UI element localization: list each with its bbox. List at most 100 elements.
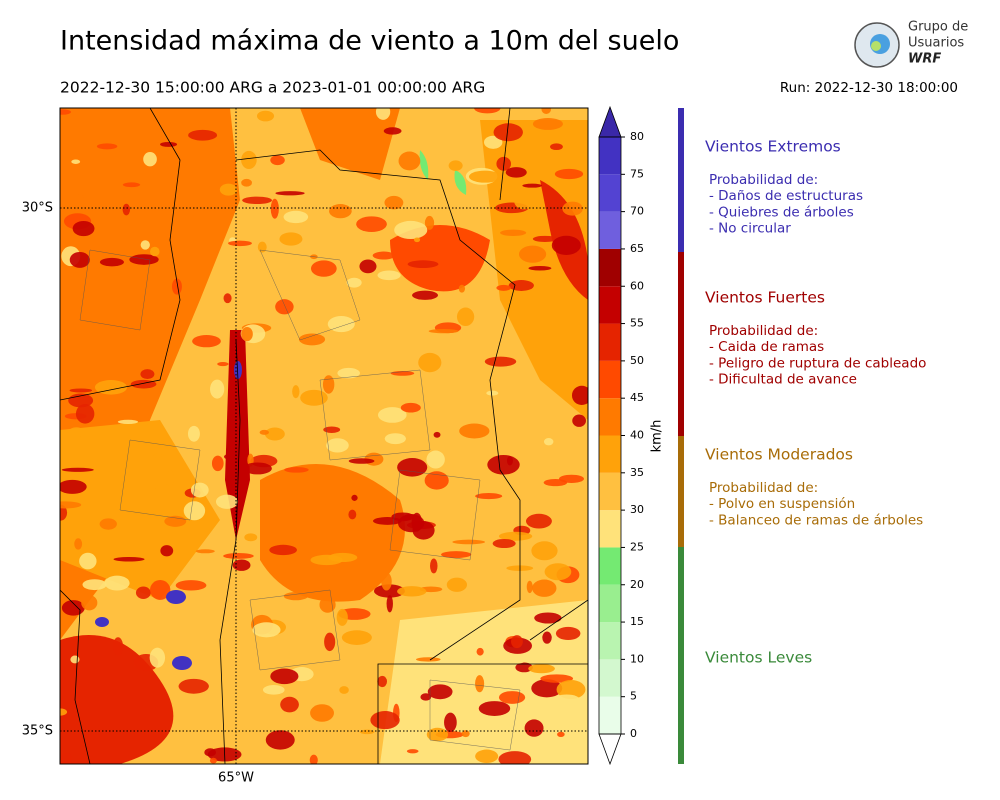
speckle-blob: [70, 655, 80, 664]
speckle-blob: [122, 182, 141, 188]
speckle-blob: [75, 404, 95, 424]
speckle-blob: [475, 493, 503, 500]
speckle-blob: [60, 708, 68, 716]
speckle-blob: [264, 427, 285, 441]
speckle-blob: [534, 612, 562, 624]
speckle-blob: [487, 454, 520, 475]
speckle-blob: [446, 577, 468, 592]
speckle-blob: [341, 630, 372, 645]
speckle-blob: [74, 538, 83, 550]
speckle-blob: [262, 685, 285, 695]
speckle-blob: [327, 315, 355, 333]
speckle-blob: [418, 352, 442, 373]
colorbar-tick-label: 55: [630, 317, 644, 330]
speckle-blob: [292, 385, 300, 399]
colorbar-tick-label: 35: [630, 466, 644, 479]
speckle-blob: [346, 277, 362, 288]
speckle-blob: [381, 572, 392, 591]
speckle-blob: [69, 388, 93, 393]
speckle-blob: [475, 749, 499, 764]
speckle-blob: [528, 663, 555, 674]
speckle-blob: [542, 631, 552, 644]
speckle-blob: [394, 220, 428, 240]
speckle-blob: [522, 183, 543, 188]
speckle: [60, 108, 588, 764]
speckle-blob: [493, 123, 523, 142]
speckle-blob: [171, 278, 182, 295]
speckle-blob: [524, 719, 544, 737]
speckle-blob: [370, 711, 400, 730]
border: [235, 149, 521, 661]
speckle-blob: [430, 623, 437, 630]
speckle-blob: [373, 584, 405, 598]
speckle-blob: [188, 129, 218, 141]
speckle-blob: [113, 556, 145, 562]
speckle-blob: [329, 204, 352, 219]
legend-item: - No circular: [709, 221, 791, 237]
colorbar-bin: [599, 696, 621, 734]
speckle-blob: [492, 538, 516, 549]
speckle-blob: [426, 450, 445, 469]
speckle-blob: [411, 512, 423, 532]
speckle-blob: [540, 674, 574, 683]
speckle-blob: [420, 693, 432, 701]
legend-title: Vientos Fuertes: [705, 289, 825, 307]
departments: [79, 249, 521, 751]
speckle-blob: [505, 167, 527, 178]
extreme-spot: [95, 617, 109, 627]
speckle-blob: [372, 251, 395, 260]
speckle-blob: [94, 380, 128, 395]
colorbar-bin: [599, 659, 621, 697]
speckle-blob: [383, 127, 402, 135]
speckle-blob: [337, 367, 360, 379]
map-frame: [59, 107, 589, 765]
speckle-blob: [187, 425, 200, 442]
speckle-blob: [418, 744, 448, 759]
colorbar-under: [598, 733, 622, 766]
speckle-blob: [241, 178, 252, 187]
speckle-blob: [572, 414, 586, 427]
legend-item: - Balanceo de ramas de árboles: [709, 512, 923, 528]
speckle-blob: [571, 385, 588, 406]
speckle-blob: [211, 455, 224, 472]
speckle-blob: [112, 637, 124, 656]
speckle-blob: [531, 541, 558, 561]
speckle-blob: [72, 220, 95, 237]
speckle-blob: [377, 270, 401, 281]
speckle-blob: [319, 503, 345, 519]
colorbar-bin: [599, 622, 621, 660]
department: [79, 249, 521, 751]
speckle-blob: [339, 686, 349, 694]
extreme-spot: [172, 656, 192, 670]
speckle-blob: [175, 580, 207, 591]
speckle-blob: [459, 423, 490, 439]
speckle-blob: [259, 429, 270, 435]
speckle-blob: [526, 580, 533, 594]
speckle-blob: [478, 701, 511, 716]
speckle-blob: [280, 696, 299, 713]
speckle-blob: [475, 675, 485, 693]
speckle-blob: [129, 254, 159, 265]
speckle-blob: [283, 210, 309, 224]
colorbar-tick-label: 0: [630, 727, 637, 740]
speckle-blob: [192, 335, 221, 348]
colorbar-tick-label: 40: [630, 429, 644, 442]
legend-band: [678, 436, 684, 547]
speckle-blob: [270, 155, 285, 166]
legend-item: - Caida de ramas: [709, 339, 824, 355]
border: [377, 663, 588, 764]
speckle-blob: [468, 170, 501, 183]
speckle-blob: [242, 196, 273, 205]
speckle-blob: [279, 232, 303, 246]
legend-band: [678, 252, 684, 436]
wind-field: [225, 330, 250, 540]
speckle-blob: [375, 108, 391, 120]
speckle-blob: [551, 235, 581, 255]
logo-text: Grupo de: [908, 20, 968, 35]
speckle-blob: [336, 608, 348, 626]
speckle-blob: [359, 259, 377, 274]
colorbar-bin: [599, 286, 621, 324]
speckle-blob: [79, 552, 97, 570]
colorbar-bin: [599, 547, 621, 585]
